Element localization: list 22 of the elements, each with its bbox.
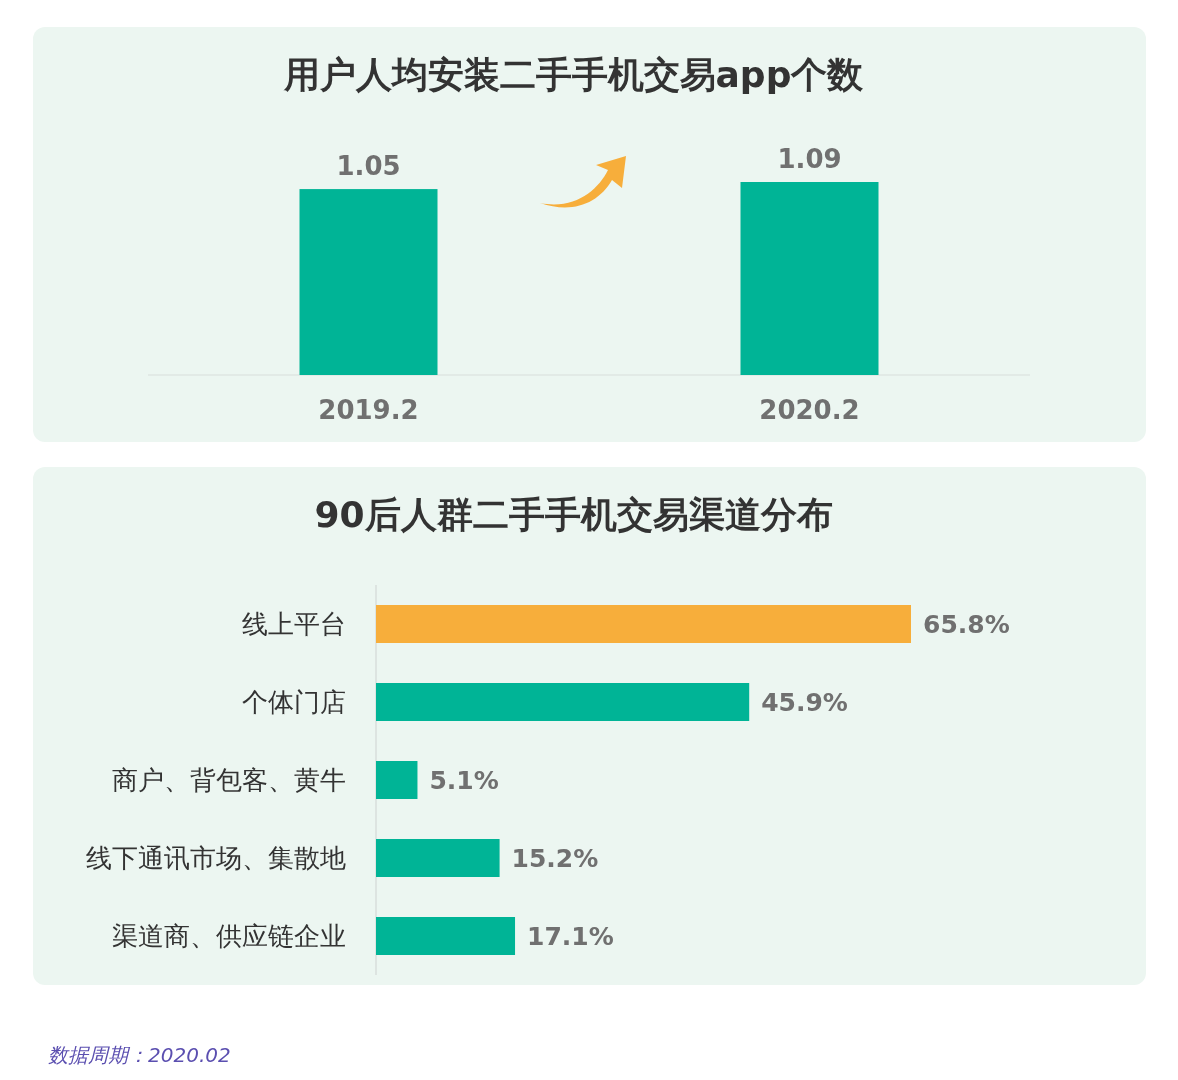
data-label: 17.1% <box>527 922 614 951</box>
data-label: 1.05 <box>336 151 401 182</box>
bar <box>376 761 418 799</box>
x-tick-label: 2019.2 <box>318 395 419 425</box>
x-tick-label: 2020.2 <box>759 395 860 425</box>
bar <box>376 839 500 877</box>
data-label: 5.1% <box>429 766 499 795</box>
y-tick-label: 个体门店 <box>242 687 346 717</box>
y-tick-label: 商户、背包客、黄牛 <box>112 765 346 795</box>
chart-title: 用户人均安装二手手机交易app个数 <box>282 54 865 95</box>
data-label: 65.8% <box>923 610 1010 639</box>
text: 数据周期：2020.02 <box>48 1043 231 1067</box>
y-tick-label: 线下通讯市场、集散地 <box>86 843 346 873</box>
bar <box>376 917 516 955</box>
bar <box>376 605 911 643</box>
bar <box>376 683 750 721</box>
y-tick-label: 线上平台 <box>242 609 346 639</box>
data-label: 1.09 <box>777 144 842 174</box>
data-label: 15.2% <box>511 844 599 873</box>
data-label: 45.9% <box>761 688 848 717</box>
chart-title: 90后人群二手手机交易渠道分布 <box>314 494 833 535</box>
y-tick-label: 渠道商、供应链企业 <box>112 921 346 951</box>
